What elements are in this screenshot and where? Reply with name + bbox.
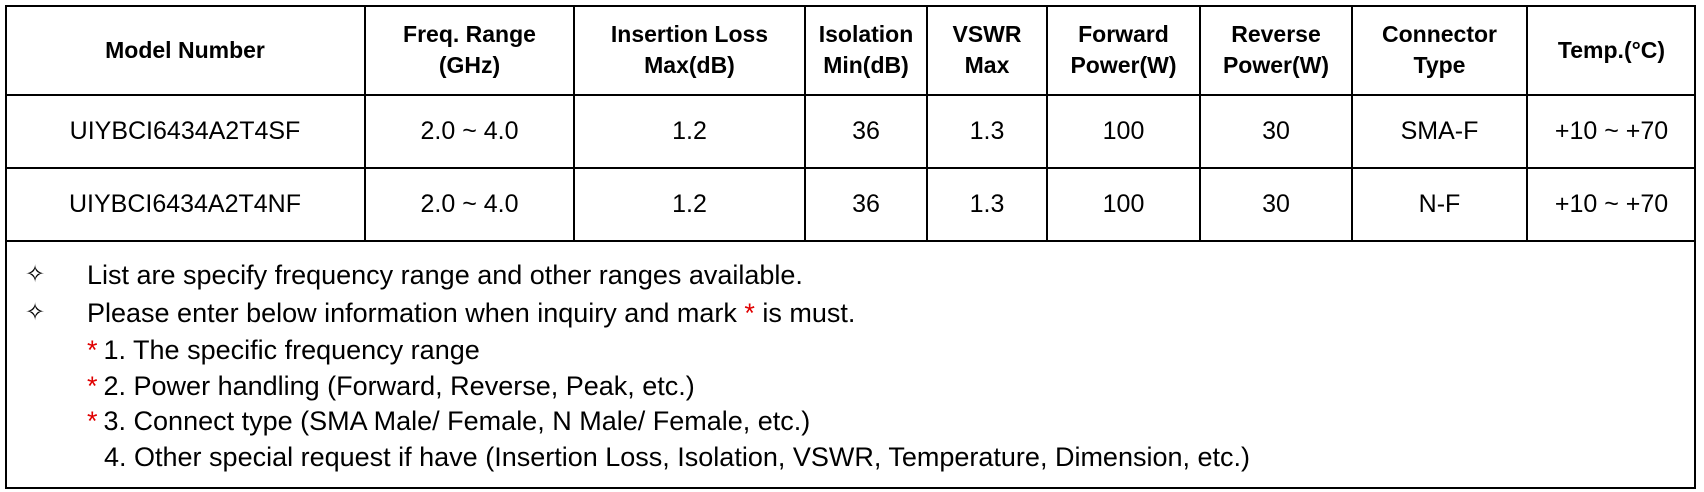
table-cell: 30 bbox=[1200, 168, 1352, 241]
note-line: List are specify frequency range and oth… bbox=[87, 258, 803, 292]
header-cell: VSWR Max bbox=[927, 5, 1047, 95]
header-line: Insertion Loss bbox=[610, 21, 769, 47]
table-cell: 1.2 bbox=[574, 95, 805, 168]
table-cell: 36 bbox=[805, 95, 927, 168]
table-cell: +10 ~ +70 bbox=[1527, 95, 1696, 168]
header-cell: Model Number bbox=[5, 5, 365, 95]
note-line: Please enter below information when inqu… bbox=[87, 296, 855, 330]
cell-text: 2.0 ~ 4.0 bbox=[420, 190, 519, 218]
header-line: Forward bbox=[1078, 21, 1169, 47]
header-line: Reverse bbox=[1231, 21, 1321, 47]
cell-text: UIYBCI6434A2T4SF bbox=[69, 117, 301, 145]
cell-text: 1.3 bbox=[969, 117, 1005, 145]
header-cell: Freq. Range (GHz) bbox=[365, 5, 574, 95]
cell-text: 100 bbox=[1102, 190, 1145, 218]
column-border bbox=[804, 5, 806, 241]
column-border bbox=[1046, 5, 1048, 241]
cell-text: 36 bbox=[852, 117, 880, 145]
note-text: * bbox=[744, 298, 755, 328]
header-line: Model Number bbox=[105, 36, 265, 63]
table-cell: UIYBCI6434A2T4NF bbox=[5, 168, 365, 241]
table-cell: 1.3 bbox=[927, 95, 1047, 168]
table-cell: 1.3 bbox=[927, 168, 1047, 241]
column-border bbox=[1526, 5, 1528, 241]
header-cell: Reverse Power(W) bbox=[1200, 5, 1352, 95]
header-cell: Isolation Min(dB) bbox=[805, 5, 927, 95]
header-line: Temp.(°C) bbox=[1557, 36, 1666, 63]
bullet-icon: ✧ bbox=[25, 261, 46, 288]
table-cell: 100 bbox=[1047, 95, 1200, 168]
note-item: 4. Other special request if have (Insert… bbox=[104, 440, 1250, 474]
cell-text: +10 ~ +70 bbox=[1554, 117, 1669, 145]
required-marker: * bbox=[87, 335, 98, 365]
item-text: 2. Power handling (Forward, Reverse, Pea… bbox=[103, 371, 695, 401]
column-border bbox=[1199, 5, 1201, 241]
note-item: * 1. The specific frequency range bbox=[87, 333, 480, 367]
cell-text: 1.2 bbox=[672, 190, 707, 218]
column-border bbox=[573, 5, 575, 241]
header-line: Max bbox=[964, 52, 1010, 78]
row-border bbox=[5, 94, 1696, 96]
header-line: Min(dB) bbox=[823, 52, 909, 78]
note-text: List are specify frequency range and oth… bbox=[87, 260, 803, 290]
column-border bbox=[364, 5, 366, 241]
table-cell: +10 ~ +70 bbox=[1527, 168, 1696, 241]
required-marker: * bbox=[87, 406, 98, 436]
table-cell: 2.0 ~ 4.0 bbox=[365, 168, 574, 241]
required-marker: * bbox=[87, 371, 98, 401]
note-text: is must. bbox=[754, 298, 856, 328]
header-cell: Insertion Loss Max(dB) bbox=[574, 5, 805, 95]
table-cell: 1.2 bbox=[574, 168, 805, 241]
table-cell: N-F bbox=[1352, 168, 1527, 241]
table-cell: UIYBCI6434A2T4SF bbox=[5, 95, 365, 168]
row-border bbox=[5, 240, 1696, 242]
note-item: * 3. Connect type (SMA Male/ Female, N Ma… bbox=[87, 404, 810, 438]
header-cell: Temp.(°C) bbox=[1527, 5, 1696, 95]
header-line: Freq. Range bbox=[403, 21, 536, 47]
header-line: (GHz) bbox=[438, 52, 501, 78]
table-cell: SMA-F bbox=[1352, 95, 1527, 168]
column-border bbox=[1351, 5, 1353, 241]
cell-text: N-F bbox=[1418, 190, 1461, 218]
header-line: Power(W) bbox=[1070, 52, 1177, 78]
cell-text: 30 bbox=[1262, 117, 1290, 145]
table-cell: 2.0 ~ 4.0 bbox=[365, 95, 574, 168]
table-cell: 36 bbox=[805, 168, 927, 241]
header-cell: Forward Power(W) bbox=[1047, 5, 1200, 95]
header-cell: Connector Type bbox=[1352, 5, 1527, 95]
item-text: 4. Other special request if have (Insert… bbox=[104, 442, 1251, 472]
cell-text: UIYBCI6434A2T4NF bbox=[68, 190, 302, 218]
cell-text: 1.3 bbox=[969, 190, 1005, 218]
header-line: Type bbox=[1413, 52, 1466, 78]
header-line: Connector bbox=[1382, 21, 1497, 47]
header-line: Max(dB) bbox=[644, 52, 735, 78]
header-line: Power(W) bbox=[1222, 52, 1330, 78]
cell-text: 2.0 ~ 4.0 bbox=[420, 117, 519, 145]
cell-text: 100 bbox=[1102, 117, 1145, 145]
cell-text: SMA-F bbox=[1400, 117, 1479, 145]
note-text: Please enter below information when inqu… bbox=[87, 298, 745, 328]
cell-text: +10 ~ +70 bbox=[1554, 190, 1669, 218]
cell-text: 36 bbox=[852, 190, 880, 218]
item-text: 3. Connect type (SMA Male/ Female, N Mal… bbox=[103, 406, 811, 436]
table-cell: 30 bbox=[1200, 95, 1352, 168]
column-border bbox=[926, 5, 928, 241]
item-text: 1. The specific frequency range bbox=[103, 335, 480, 365]
table-cell: 100 bbox=[1047, 168, 1200, 241]
cell-text: 1.2 bbox=[672, 117, 707, 145]
bullet-icon: ✧ bbox=[25, 299, 46, 326]
cell-text: 30 bbox=[1262, 190, 1290, 218]
note-item: * 2. Power handling (Forward, Reverse, Pe… bbox=[87, 369, 695, 403]
row-border bbox=[5, 167, 1696, 169]
header-line: VSWR bbox=[952, 21, 1022, 47]
table-frame bbox=[5, 5, 1696, 489]
header-line: Isolation bbox=[818, 21, 914, 47]
